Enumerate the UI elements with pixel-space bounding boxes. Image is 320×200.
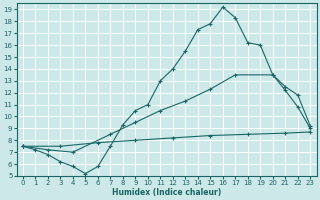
X-axis label: Humidex (Indice chaleur): Humidex (Indice chaleur) (112, 188, 221, 197)
